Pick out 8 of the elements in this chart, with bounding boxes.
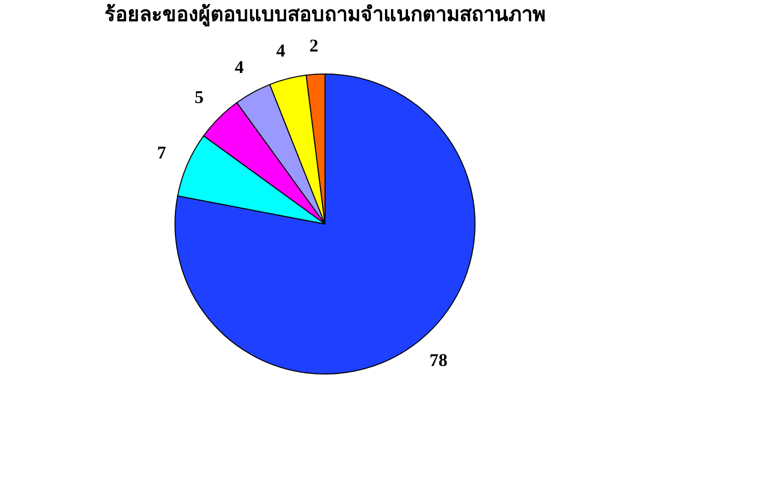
data-label: 4 (234, 57, 244, 78)
data-label: 2 (309, 35, 318, 56)
data-label: 5 (194, 87, 204, 108)
chart-title: ร้อยละของผู้ตอบแบบสอบถามจำแนกตามสถานภาพ (104, 2, 546, 28)
data-label: 4 (276, 40, 286, 61)
data-label: 78 (429, 350, 448, 370)
pie-slice (174, 74, 476, 374)
data-label: 7 (157, 142, 166, 162)
